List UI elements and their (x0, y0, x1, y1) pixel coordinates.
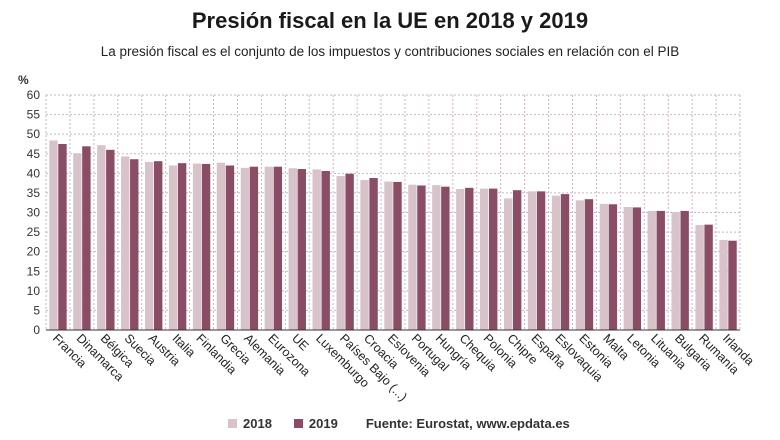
y-tick-label: 0 (33, 323, 40, 337)
y-tick-label: 30 (27, 206, 41, 220)
bar-2019-23 (608, 204, 618, 330)
legend-label-2019: 2019 (308, 415, 338, 431)
bar-2018-18 (480, 188, 489, 330)
y-axis-unit: % (18, 73, 29, 87)
y-tick-label: 45 (27, 147, 41, 161)
bar-2018-17 (456, 189, 465, 330)
bar-2018-21 (551, 195, 561, 330)
bar-2018-23 (599, 203, 609, 330)
legend-swatch-2019 (293, 418, 303, 428)
legend-item-2019: 2019 (293, 415, 338, 431)
bar-2018-7 (216, 162, 226, 330)
bar-2019-5 (177, 163, 187, 330)
bar-2019-6 (201, 163, 211, 330)
legend-label-2018: 2018 (243, 415, 272, 431)
y-tick-label: 50 (27, 127, 41, 141)
bar-2018-14 (384, 181, 393, 330)
y-tick-label: 10 (27, 284, 41, 298)
bar-2018-12 (336, 176, 345, 330)
bar-2019-24 (632, 207, 642, 330)
legend-item-2018: 2018 (228, 416, 272, 431)
bar-2019-0 (58, 143, 67, 330)
bar-2019-16 (441, 186, 450, 330)
bar-2019-12 (345, 173, 354, 330)
bar-2019-3 (130, 159, 139, 330)
bar-2019-4 (153, 161, 163, 330)
bar-2019-28 (728, 240, 737, 330)
bar-2018-3 (121, 156, 130, 330)
bar-2018-19 (503, 198, 513, 330)
chart-subtitle: La presión fiscal es el conjunto de los … (100, 44, 680, 59)
bar-2018-2 (97, 145, 106, 330)
bar-2019-17 (465, 187, 474, 330)
bar-2018-28 (719, 239, 728, 330)
bar-2018-26 (671, 212, 680, 330)
y-tick-label: 55 (27, 108, 41, 122)
bar-2019-1 (82, 146, 91, 330)
bar-2018-16 (432, 185, 441, 330)
bar-2019-19 (512, 190, 522, 330)
bar-2019-8 (249, 166, 259, 330)
bar-2019-14 (393, 181, 402, 330)
bar-2018-10 (288, 168, 297, 330)
bar-2019-26 (680, 210, 689, 330)
bar-2019-10 (297, 169, 306, 330)
bar-2019-13 (369, 178, 378, 330)
y-tick-label: 20 (27, 245, 41, 259)
bar-2019-25 (656, 210, 665, 330)
legend-swatch-2018 (228, 418, 237, 428)
bar-2018-25 (647, 210, 656, 330)
bar-2019-9 (273, 166, 283, 330)
bar-2019-11 (321, 170, 330, 330)
chart-title: Presión fiscal en la UE en 2018 y 2019 (191, 8, 589, 33)
bar-2018-27 (695, 225, 704, 330)
y-tick-label: 35 (27, 186, 41, 200)
y-tick-label: 15 (27, 264, 41, 278)
bar-2019-2 (106, 149, 115, 330)
bar-2019-7 (225, 165, 235, 330)
bar-2018-15 (408, 184, 417, 330)
bar-2019-21 (560, 194, 570, 330)
bar-2018-9 (264, 166, 274, 330)
y-tick-label: 60 (27, 88, 41, 102)
bar-2018-22 (575, 200, 585, 330)
bar-2018-11 (312, 169, 321, 330)
bar-2018-13 (360, 179, 369, 330)
legend: 2018 2019 Fuente: Eurostat, www.epdata.e… (228, 414, 570, 432)
bar-2018-0 (49, 140, 58, 330)
y-tick-label: 5 (33, 303, 40, 317)
bar-2018-5 (168, 165, 178, 330)
bar-2018-20 (527, 191, 537, 330)
bar-2018-24 (623, 207, 633, 330)
bar-2018-4 (144, 161, 154, 330)
bar-2019-27 (704, 224, 713, 330)
bar-2018-6 (192, 163, 202, 330)
bar-2018-8 (240, 167, 250, 330)
bar-2019-20 (536, 191, 546, 330)
y-tick-label: 25 (27, 225, 41, 239)
bar-2018-1 (73, 153, 82, 330)
bar-2019-22 (584, 199, 594, 330)
y-tick-label: 40 (27, 166, 41, 180)
bar-2019-18 (489, 188, 498, 330)
source-note: Fuente: Eurostat, www.epdata.es (365, 415, 570, 431)
bar-2019-15 (417, 185, 426, 330)
